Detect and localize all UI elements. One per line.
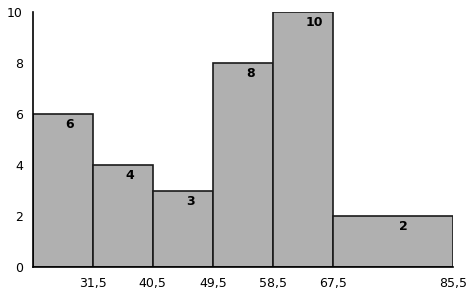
Text: 6: 6 bbox=[65, 118, 74, 131]
Text: 2: 2 bbox=[399, 220, 408, 233]
Text: 3: 3 bbox=[186, 195, 194, 208]
Bar bbox=[33, 114, 92, 267]
Bar bbox=[213, 63, 273, 267]
Bar bbox=[333, 216, 453, 267]
Text: 8: 8 bbox=[246, 67, 255, 80]
Bar bbox=[153, 191, 213, 267]
Text: 10: 10 bbox=[306, 16, 323, 29]
Bar bbox=[273, 12, 333, 267]
Bar bbox=[92, 165, 153, 267]
Text: 4: 4 bbox=[126, 169, 135, 182]
